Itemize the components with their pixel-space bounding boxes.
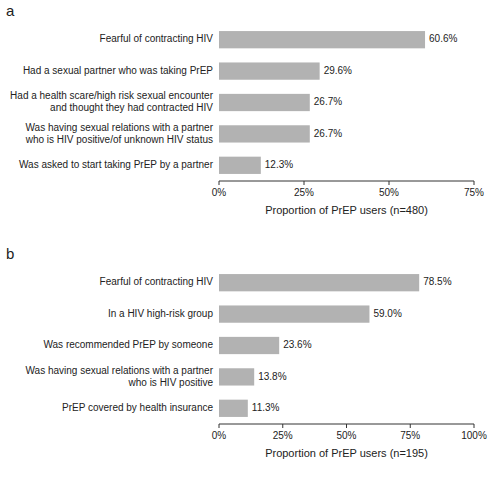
x-tick-label: 50% [379,187,399,198]
category-label: Had a sexual partner who was taking PrEP [23,65,213,76]
bar [219,368,254,385]
x-tick [389,181,390,185]
x-tick [219,424,220,428]
category-label: Fearful of contracting HIV [100,33,214,44]
panel-label: b [6,245,14,262]
x-axis-title: Proportion of PrEP users (n=195) [265,447,428,459]
x-tick [410,424,411,428]
x-tick [474,181,475,185]
bar [219,157,261,174]
bars [219,31,425,174]
x-tick-label: 0% [212,430,227,441]
x-tick [474,424,475,428]
bar [219,31,425,48]
x-tick-label: 0% [212,187,227,198]
x-tick [304,181,305,185]
x-tick-label: 75% [400,430,420,441]
bar [219,125,310,142]
bar [219,62,320,79]
category-label: In a HIV high-risk group [108,308,213,319]
data-label: 59.0% [373,308,401,319]
x-tick [282,424,283,428]
data-label: 29.6% [324,65,352,76]
x-tick [219,181,220,185]
bars [219,274,419,417]
bar [219,337,279,354]
bar [219,94,310,111]
x-axis-title: Proportion of PrEP users (n=480) [265,204,428,216]
data-label: 13.8% [258,371,286,382]
x-tick-label: 100% [461,430,487,441]
category-label: Had a health scare/high risk sexual enco… [10,90,214,113]
data-label: 60.6% [429,33,457,44]
panel-label: a [6,2,15,19]
category-label: Was having sexual relations with a partn… [26,365,214,388]
category-label: PrEP covered by health insurance [62,402,213,413]
data-label: 26.7% [314,128,342,139]
panel: b 78.5% 59.0% 23.6% 13.8% 11.3% Fearful of con… [6,245,487,459]
data-label: 78.5% [423,276,451,287]
panel: a 60.6% 29.6% 26.7% 26.7% 12.3% Fearful of con… [6,2,484,216]
data-label: 11.3% [252,402,280,413]
x-tick-label: 25% [273,430,293,441]
category-label: Was asked to start taking PrEP by a part… [19,159,214,170]
bar [219,305,369,322]
bar [219,400,248,417]
data-label: 23.6% [283,339,311,350]
data-label: 12.3% [265,159,293,170]
x-tick-label: 50% [336,430,356,441]
category-label: Was recommended PrEP by someone [43,339,213,350]
x-axis-line [219,181,474,182]
x-tick-label: 25% [294,187,314,198]
category-label: Was having sexual relations with a partn… [25,122,214,145]
x-tick-label: 75% [464,187,484,198]
bar [219,274,419,291]
x-tick [346,424,347,428]
data-label: 26.7% [314,96,342,107]
chart: a 60.6% 29.6% 26.7% 26.7% 12.3% Fearful of con… [0,0,500,486]
category-label: Fearful of contracting HIV [100,276,214,287]
